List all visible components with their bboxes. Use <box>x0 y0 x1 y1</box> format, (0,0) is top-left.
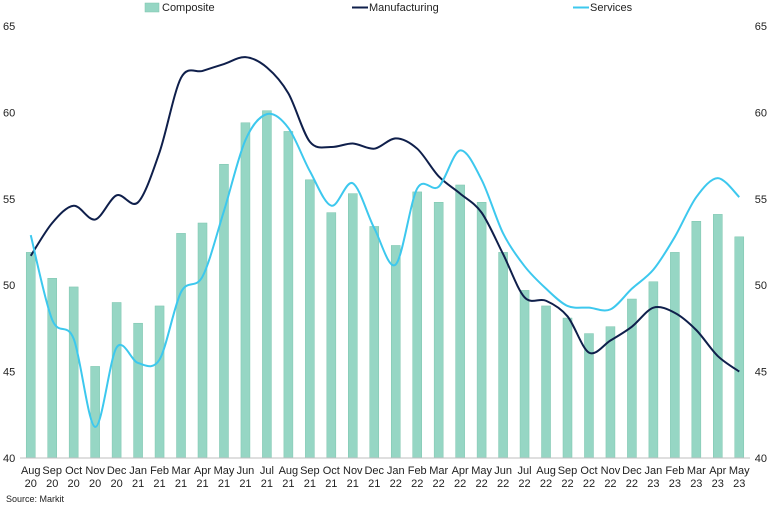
y-tick-label-left: 50 <box>3 280 15 292</box>
x-tick-label: Nov 21 <box>343 465 363 490</box>
x-tick-label: Nov 20 <box>85 465 105 490</box>
composite-bar <box>713 214 723 459</box>
composite-bars <box>25 110 745 459</box>
x-tick-label: Aug 20 <box>21 465 41 490</box>
x-tick-label: Jul 22 <box>518 465 532 490</box>
composite-bar <box>670 252 680 459</box>
x-tick-label: May 23 <box>729 465 750 490</box>
composite-bar <box>283 131 294 459</box>
x-tick-label: Aug 21 <box>279 465 299 490</box>
composite-bar <box>541 305 551 459</box>
x-tick-label: Sep 21 <box>300 465 320 490</box>
composite-bar <box>476 202 487 459</box>
composite-bar <box>691 221 702 459</box>
x-tick-label: Jun 21 <box>237 465 255 490</box>
y-tick-label-right: 55 <box>755 194 767 206</box>
y-tick-label-right: 40 <box>755 453 767 465</box>
x-tick-label: Dec 21 <box>364 465 384 490</box>
manufacturing-legend-label: Manufacturing <box>369 2 439 14</box>
composite-bar <box>369 226 380 459</box>
y-tick-label-left: 40 <box>3 453 15 465</box>
composite-bar <box>111 302 122 459</box>
line-series <box>29 56 740 428</box>
composite-bar <box>562 317 573 459</box>
composite-bar <box>133 322 143 459</box>
x-tick-label: Jun 22 <box>494 465 512 490</box>
composite-bar <box>25 252 36 459</box>
composite-bar <box>68 286 79 459</box>
services-legend-label: Services <box>590 2 633 14</box>
y-axis-right: 40 45 50 55 60 65 <box>755 21 767 465</box>
manufacturing-line <box>29 56 740 373</box>
x-tick-label: Oct 21 <box>323 465 340 490</box>
y-tick-label-right: 60 <box>755 107 767 119</box>
composite-legend-label: Composite <box>162 2 215 14</box>
composite-bar <box>154 305 165 459</box>
x-tick-label: Dec 22 <box>622 465 642 490</box>
x-tick-label: Jan 23 <box>645 465 663 490</box>
y-tick-label-right: 50 <box>755 280 767 292</box>
y-tick-label-right: 45 <box>755 367 767 379</box>
x-tick-label: Jan 22 <box>387 465 405 490</box>
x-tick-label: Dec 20 <box>107 465 127 490</box>
y-tick-label-left: 45 <box>3 367 15 379</box>
x-tick-label: Feb 22 <box>408 465 427 490</box>
y-axis-left: 40 45 50 55 60 65 <box>3 21 15 465</box>
composite-bar <box>240 122 251 459</box>
composite-bar <box>305 179 315 459</box>
y-tick-label-left: 55 <box>3 194 15 206</box>
x-tick-label: Mar 22 <box>429 465 448 490</box>
x-tick-label: Feb 23 <box>665 465 684 490</box>
x-tick-label: Jul 21 <box>260 465 274 490</box>
x-tick-label: Sep 20 <box>42 465 62 490</box>
x-tick-label: Apr 21 <box>194 465 211 490</box>
composite-bar <box>390 245 401 459</box>
y-tick-label-right: 65 <box>755 21 767 33</box>
composite-bar <box>326 212 337 459</box>
composite-bar <box>262 110 272 459</box>
composite-bar <box>90 366 100 459</box>
x-tick-label: Mar 21 <box>172 465 191 490</box>
x-tick-label: May 21 <box>214 465 235 490</box>
x-tick-label: Mar 23 <box>687 465 706 490</box>
x-tick-label: Oct 20 <box>65 465 82 490</box>
composite-bar <box>348 193 358 459</box>
chart-legend: Composite Manufacturing Services <box>144 2 633 14</box>
x-tick-label: Jan 21 <box>129 465 147 490</box>
x-tick-label: Feb 21 <box>150 465 169 490</box>
composite-bar <box>412 191 422 459</box>
y-tick-label-left: 65 <box>3 21 15 33</box>
composite-bar <box>176 233 186 459</box>
composite-bar <box>605 326 616 459</box>
composite-bar <box>519 290 530 459</box>
x-tick-label: May 22 <box>471 465 492 490</box>
x-tick-label: Aug 22 <box>536 465 556 490</box>
source-note: Source: Markit <box>6 494 65 504</box>
composite-bar <box>455 184 465 459</box>
x-tick-label: Apr 23 <box>709 465 726 490</box>
composite-bar <box>734 236 745 459</box>
x-tick-label: Oct 22 <box>580 465 597 490</box>
services-line <box>29 112 740 428</box>
composite-bar <box>47 278 57 459</box>
composite-legend-swatch <box>144 2 160 13</box>
x-tick-label: Nov 22 <box>601 465 621 490</box>
composite-bar <box>433 202 444 459</box>
y-tick-label-left: 60 <box>3 107 15 119</box>
x-tick-label: Apr 22 <box>452 465 469 490</box>
x-tick-label: Sep 22 <box>558 465 578 490</box>
composite-bar <box>498 252 508 459</box>
composite-bar <box>197 222 208 459</box>
